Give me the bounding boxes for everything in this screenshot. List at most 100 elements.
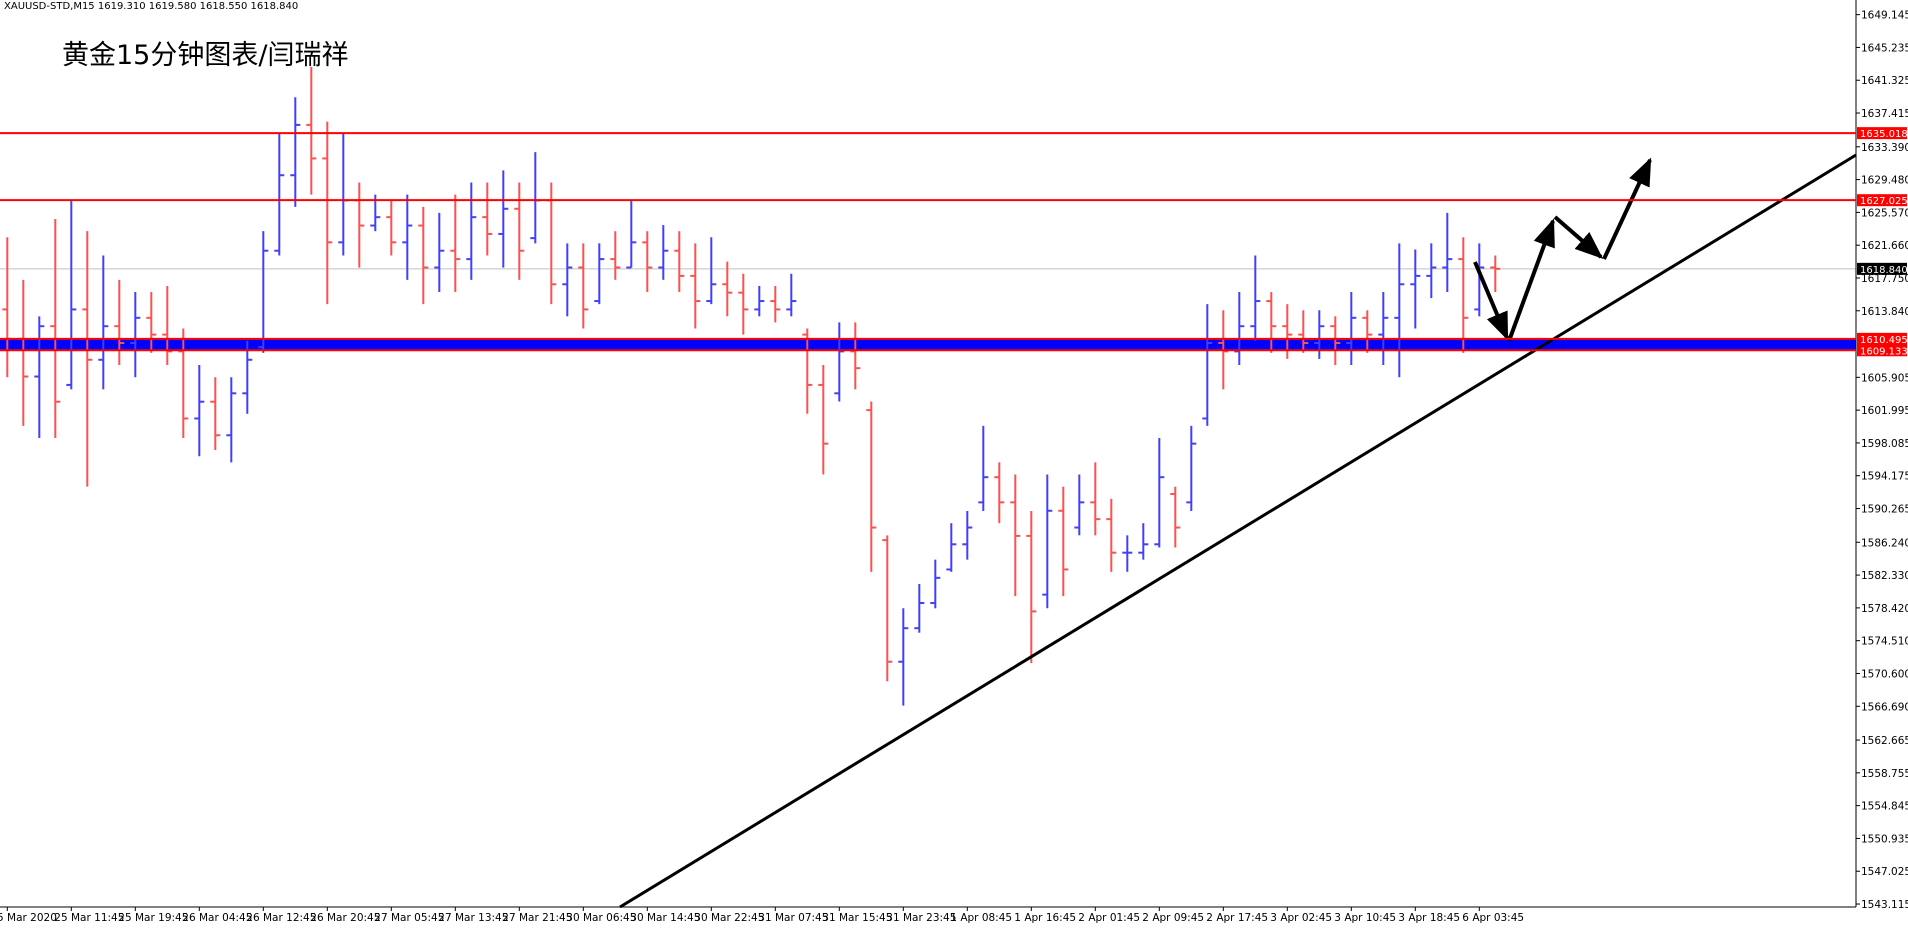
y-tick-label: 1594.175	[1861, 471, 1908, 483]
ohlc-bar	[242, 340, 253, 414]
ohlc-bar	[1394, 243, 1405, 378]
ohlc-bar	[722, 261, 733, 317]
y-tick-label: 1550.935	[1861, 833, 1908, 845]
chart-title: 黄金15分钟图表/闫瑞祥	[62, 40, 348, 71]
ohlc-bar	[1458, 237, 1469, 353]
ohlc-bar	[1266, 291, 1277, 353]
x-tick-label: 2 Apr 09:45	[1142, 912, 1204, 924]
ohlc-bar	[162, 285, 173, 366]
y-tick-label: 1641.325	[1861, 75, 1908, 87]
y-tick-label: 1570.600	[1861, 668, 1908, 680]
ohlc-bar	[1090, 462, 1101, 536]
x-tick-label: 2 Apr 17:45	[1206, 912, 1268, 924]
chart-header: XAUUSD-STD,M15 1619.310 1619.580 1618.55…	[4, 1, 298, 12]
ohlc-bar	[178, 328, 189, 439]
x-tick-label: 3 Apr 18:45	[1398, 912, 1460, 924]
ohlc-bar	[786, 273, 797, 317]
ohlc-bar	[530, 152, 541, 244]
ohlc-bar	[914, 583, 925, 633]
x-tick-label: 31 Mar 07:45	[758, 912, 828, 924]
ohlc-bar	[882, 535, 893, 682]
ohlc-bar	[194, 365, 205, 457]
ohlc-bar	[1410, 249, 1421, 329]
y-tick-label: 1562.665	[1861, 735, 1908, 747]
y-tick-label: 1566.690	[1861, 701, 1908, 713]
ohlc-bar	[626, 200, 637, 269]
ohlc-bar	[1154, 438, 1165, 548]
price-tag	[1857, 344, 1907, 357]
price-tag-label: 1635.018	[1860, 129, 1908, 140]
ohlc-bar	[386, 200, 397, 256]
y-tick-label: 1621.660	[1861, 240, 1908, 252]
price-tag	[1857, 262, 1907, 275]
ohlc-bar	[1010, 474, 1021, 597]
support-band	[0, 338, 1856, 351]
x-tick-label: 27 Mar 13:45	[438, 912, 508, 924]
y-tick-label: 1586.240	[1861, 537, 1908, 549]
ohlc-bar	[130, 291, 141, 378]
ohlc-bar	[1346, 291, 1357, 366]
x-tick-label: 25 Mar 11:45	[54, 912, 124, 924]
forecast-arrows	[1473, 157, 1652, 342]
ohlc-bar	[1250, 255, 1261, 341]
ohlc-bar	[770, 285, 781, 323]
ohlc-bar	[1330, 316, 1341, 366]
price-tag-label: 1609.133	[1860, 346, 1908, 357]
ohlc-bar	[210, 377, 221, 451]
ohlc-bar	[82, 231, 93, 487]
y-tick-label: 1645.235	[1861, 42, 1908, 54]
x-tick-label: 1 Apr 16:45	[1014, 912, 1076, 924]
y-tick-label: 1590.265	[1861, 504, 1908, 516]
ohlc-bar	[1490, 255, 1501, 292]
ohlc-bar	[98, 255, 109, 390]
ohlc-bar	[402, 194, 413, 280]
ohlc-bar	[642, 231, 653, 292]
ohlc-bar	[994, 462, 1005, 524]
y-tick-label: 1601.995	[1861, 405, 1908, 417]
ohlc-bar	[146, 291, 157, 353]
ohlc-bar	[690, 243, 701, 329]
ohlc-bar	[1074, 474, 1085, 536]
ohlc-bar	[258, 231, 269, 353]
ohlc-bar	[114, 279, 125, 366]
ohlc-bar	[1378, 291, 1389, 366]
ohlc-bar	[834, 322, 845, 402]
ohlc-bar	[514, 182, 525, 280]
y-tick-label: 1605.905	[1861, 372, 1908, 384]
ohlc-bar	[1170, 486, 1181, 548]
ohlc-bar	[466, 182, 477, 280]
x-tick-label: 30 Mar 06:45	[566, 912, 636, 924]
y-tick-label: 1547.025	[1861, 866, 1908, 878]
y-tick-label: 1633.390	[1861, 142, 1908, 154]
ohlc-bar	[1186, 425, 1197, 512]
y-tick-label: 1578.420	[1861, 603, 1908, 615]
ohlc-bar	[66, 200, 77, 390]
arrow	[1602, 157, 1652, 260]
arrow	[1553, 215, 1604, 259]
ohlc-bar	[482, 182, 493, 256]
ohlc-bar	[1106, 498, 1117, 572]
ohlc-bar	[706, 237, 717, 305]
x-tick-label: 3 Apr 02:45	[1270, 912, 1332, 924]
y-tick-label: 1582.330	[1861, 570, 1908, 582]
ohlc-bar	[818, 365, 829, 475]
ohlc-bar	[1314, 310, 1325, 359]
ohlc-bar	[802, 328, 813, 414]
ohlc-bar	[866, 401, 877, 572]
ohlc-bar	[578, 243, 589, 329]
ohlc-bar	[1474, 243, 1485, 317]
ohlc-bar	[1362, 310, 1373, 353]
ohlc-bar	[610, 231, 621, 280]
ohlc-bar	[930, 559, 941, 609]
ohlc-bar	[354, 182, 365, 268]
ohlc-bar	[322, 121, 333, 305]
x-tick-label: 6 Apr 03:45	[1462, 912, 1524, 924]
y-tick-label: 1617.750	[1861, 273, 1908, 285]
ohlc-bar	[434, 212, 445, 292]
ohlc-bar	[594, 243, 605, 305]
y-tick-label: 1625.570	[1861, 207, 1908, 219]
ohlc-bar	[306, 66, 317, 195]
x-tick-label: 30 Mar 22:45	[694, 912, 764, 924]
price-tag-label: 1618.840	[1860, 265, 1908, 276]
